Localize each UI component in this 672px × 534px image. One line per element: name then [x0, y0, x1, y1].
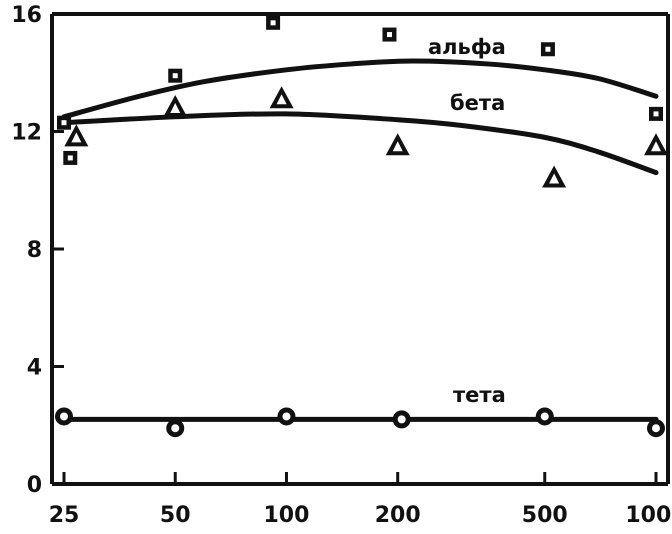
triangle-point-center — [651, 141, 661, 152]
y-tick-label: 16 — [11, 3, 42, 28]
series-label-theta: тета — [453, 383, 506, 407]
axes — [50, 12, 670, 486]
series-label-beta: бета — [450, 91, 505, 115]
data-markers — [55, 15, 668, 438]
x-tick-label: 100 — [264, 503, 310, 528]
square-point-center — [386, 32, 392, 38]
triangle-point-center — [71, 132, 82, 143]
beta-fit-curve — [61, 111, 659, 176]
circle-point-center — [397, 415, 406, 424]
y-tick-label: 0 — [27, 473, 42, 498]
triangle-point-center — [392, 141, 403, 152]
circle-point-center — [540, 412, 549, 421]
tick-group: 0 4 8 12 16 25 50 100 200 500 1000 — [11, 3, 672, 528]
triangle-point-center — [170, 103, 181, 113]
circle-point-center — [60, 412, 68, 421]
square-point-center — [61, 120, 67, 126]
square-point-center — [545, 46, 551, 52]
square-point-center — [653, 111, 659, 117]
y-tick-label: 12 — [11, 121, 42, 146]
x-tick-label: 25 — [49, 503, 80, 528]
x-tick-label: 1000 — [625, 503, 672, 528]
x-tick-label: 50 — [160, 503, 191, 528]
triangle-point-center — [549, 173, 560, 184]
triangle-point-center — [276, 94, 287, 105]
y-tick-label: 4 — [27, 356, 42, 381]
alpha-fit-curve — [61, 58, 659, 120]
square-point-center — [270, 20, 276, 26]
circle-point-center — [282, 412, 291, 421]
series-label-alpha: альфа — [428, 35, 506, 59]
square-point-center — [172, 73, 178, 79]
x-tick-label: 200 — [375, 503, 421, 528]
series-labels: альфа бета тета — [428, 35, 506, 407]
fit-curves — [61, 58, 659, 422]
square-point-center — [67, 155, 73, 161]
y-tick-label: 8 — [27, 238, 42, 263]
circle-point-center — [652, 424, 660, 433]
x-tick-label: 500 — [522, 503, 568, 528]
circle-point-center — [171, 424, 180, 433]
